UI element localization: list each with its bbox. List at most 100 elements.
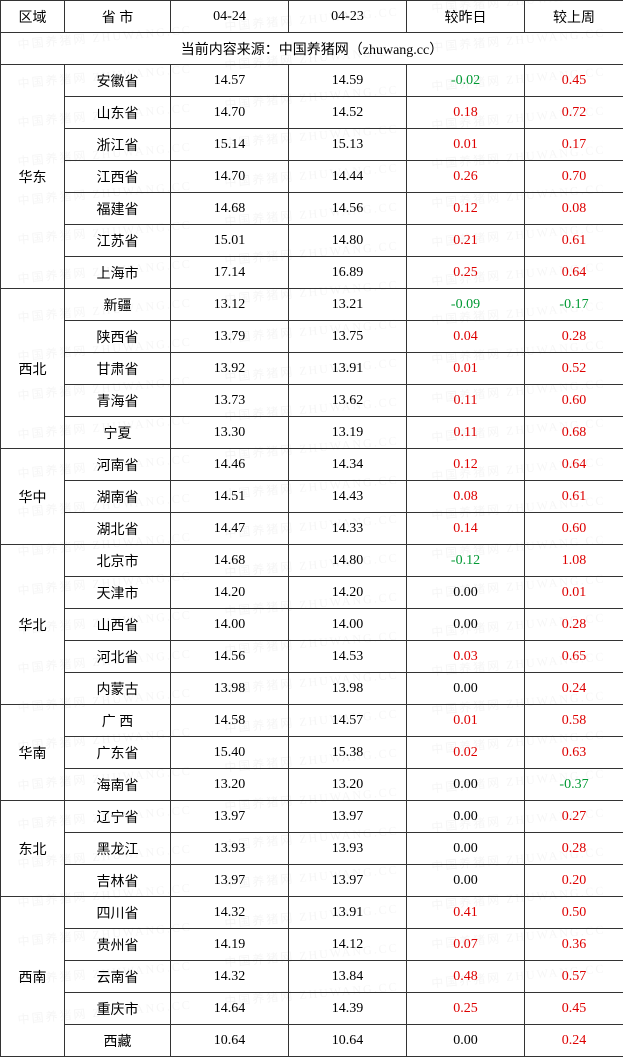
province-cell: 西藏 [65, 1025, 171, 1057]
vs-lastweek-cell: 0.61 [525, 481, 623, 513]
table-row: 西南四川省14.3213.910.410.50 [1, 897, 623, 929]
date2-cell: 14.44 [289, 161, 407, 193]
vs-yesterday-cell: -0.12 [407, 545, 525, 577]
date1-cell: 14.70 [171, 161, 289, 193]
table-row: 湖北省14.4714.330.140.60 [1, 513, 623, 545]
province-cell: 陕西省 [65, 321, 171, 353]
province-cell: 天津市 [65, 577, 171, 609]
table-row: 天津市14.2014.200.000.01 [1, 577, 623, 609]
table-row: 宁夏13.3013.190.110.68 [1, 417, 623, 449]
province-cell: 黑龙江 [65, 833, 171, 865]
date1-cell: 14.47 [171, 513, 289, 545]
vs-lastweek-cell: 0.70 [525, 161, 623, 193]
province-cell: 重庆市 [65, 993, 171, 1025]
vs-yesterday-cell: 0.48 [407, 961, 525, 993]
date1-cell: 17.14 [171, 257, 289, 289]
header-vs-yesterday: 较昨日 [407, 1, 525, 33]
province-cell: 青海省 [65, 385, 171, 417]
vs-yesterday-cell: 0.25 [407, 257, 525, 289]
vs-lastweek-cell: 0.52 [525, 353, 623, 385]
date2-cell: 14.39 [289, 993, 407, 1025]
header-row: 区域 省 市 04-24 04-23 较昨日 较上周 [1, 1, 623, 33]
date1-cell: 14.32 [171, 961, 289, 993]
table-row: 陕西省13.7913.750.040.28 [1, 321, 623, 353]
vs-yesterday-cell: 0.00 [407, 577, 525, 609]
province-cell: 江苏省 [65, 225, 171, 257]
table-row: 山西省14.0014.000.000.28 [1, 609, 623, 641]
province-cell: 宁夏 [65, 417, 171, 449]
date2-cell: 10.64 [289, 1025, 407, 1057]
vs-lastweek-cell: 0.50 [525, 897, 623, 929]
table-row: 华东安徽省14.5714.59-0.020.45 [1, 65, 623, 97]
table-row: 云南省14.3213.840.480.57 [1, 961, 623, 993]
vs-yesterday-cell: 0.11 [407, 417, 525, 449]
date2-cell: 13.91 [289, 897, 407, 929]
vs-yesterday-cell: 0.12 [407, 449, 525, 481]
date2-cell: 13.21 [289, 289, 407, 321]
table-row: 浙江省15.1415.130.010.17 [1, 129, 623, 161]
date1-cell: 14.46 [171, 449, 289, 481]
table-row: 江苏省15.0114.800.210.61 [1, 225, 623, 257]
province-cell: 辽宁省 [65, 801, 171, 833]
vs-lastweek-cell: 0.20 [525, 865, 623, 897]
vs-lastweek-cell: 0.28 [525, 609, 623, 641]
table-row: 青海省13.7313.620.110.60 [1, 385, 623, 417]
date2-cell: 14.56 [289, 193, 407, 225]
vs-lastweek-cell: 0.36 [525, 929, 623, 961]
vs-yesterday-cell: 0.12 [407, 193, 525, 225]
region-cell: 西北 [1, 289, 65, 449]
vs-yesterday-cell: 0.00 [407, 673, 525, 705]
date1-cell: 13.30 [171, 417, 289, 449]
table-row: 海南省13.2013.200.00-0.37 [1, 769, 623, 801]
vs-yesterday-cell: 0.00 [407, 801, 525, 833]
date2-cell: 13.20 [289, 769, 407, 801]
date1-cell: 13.92 [171, 353, 289, 385]
province-cell: 江西省 [65, 161, 171, 193]
vs-lastweek-cell: 0.08 [525, 193, 623, 225]
date1-cell: 14.19 [171, 929, 289, 961]
date1-cell: 14.56 [171, 641, 289, 673]
vs-yesterday-cell: 0.18 [407, 97, 525, 129]
vs-yesterday-cell: 0.07 [407, 929, 525, 961]
date1-cell: 14.32 [171, 897, 289, 929]
region-cell: 华南 [1, 705, 65, 801]
vs-lastweek-cell: 0.60 [525, 385, 623, 417]
date2-cell: 13.84 [289, 961, 407, 993]
province-cell: 北京市 [65, 545, 171, 577]
table-row: 河北省14.5614.530.030.65 [1, 641, 623, 673]
date2-cell: 14.80 [289, 545, 407, 577]
vs-lastweek-cell: 0.63 [525, 737, 623, 769]
source-text: 当前内容来源：中国养猪网（zhuwang.cc） [1, 33, 623, 65]
vs-yesterday-cell: 0.25 [407, 993, 525, 1025]
date1-cell: 13.98 [171, 673, 289, 705]
province-cell: 广 西 [65, 705, 171, 737]
date1-cell: 15.14 [171, 129, 289, 161]
table-row: 华中河南省14.4614.340.120.64 [1, 449, 623, 481]
region-cell: 东北 [1, 801, 65, 897]
date1-cell: 15.40 [171, 737, 289, 769]
header-province: 省 市 [65, 1, 171, 33]
province-cell: 山西省 [65, 609, 171, 641]
province-cell: 上海市 [65, 257, 171, 289]
vs-yesterday-cell: 0.01 [407, 705, 525, 737]
vs-lastweek-cell: 0.24 [525, 1025, 623, 1057]
date1-cell: 14.68 [171, 545, 289, 577]
province-cell: 河北省 [65, 641, 171, 673]
table-row: 江西省14.7014.440.260.70 [1, 161, 623, 193]
date2-cell: 14.80 [289, 225, 407, 257]
date1-cell: 15.01 [171, 225, 289, 257]
date2-cell: 13.19 [289, 417, 407, 449]
vs-lastweek-cell: 0.45 [525, 65, 623, 97]
vs-yesterday-cell: 0.00 [407, 833, 525, 865]
source-row: 当前内容来源：中国养猪网（zhuwang.cc） [1, 33, 623, 65]
province-cell: 贵州省 [65, 929, 171, 961]
price-table: 区域 省 市 04-24 04-23 较昨日 较上周 当前内容来源：中国养猪网（… [0, 0, 623, 1057]
vs-yesterday-cell: -0.02 [407, 65, 525, 97]
province-cell: 新疆 [65, 289, 171, 321]
vs-yesterday-cell: 0.03 [407, 641, 525, 673]
date2-cell: 13.62 [289, 385, 407, 417]
table-row: 甘肃省13.9213.910.010.52 [1, 353, 623, 385]
vs-lastweek-cell: 0.57 [525, 961, 623, 993]
province-cell: 四川省 [65, 897, 171, 929]
table-row: 贵州省14.1914.120.070.36 [1, 929, 623, 961]
